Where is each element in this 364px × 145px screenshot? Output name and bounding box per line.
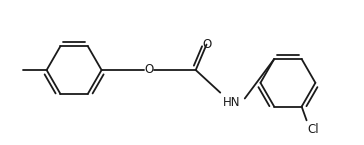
- Text: O: O: [144, 62, 153, 76]
- Text: HN: HN: [223, 96, 241, 109]
- Text: O: O: [202, 38, 211, 51]
- Text: Cl: Cl: [308, 123, 319, 136]
